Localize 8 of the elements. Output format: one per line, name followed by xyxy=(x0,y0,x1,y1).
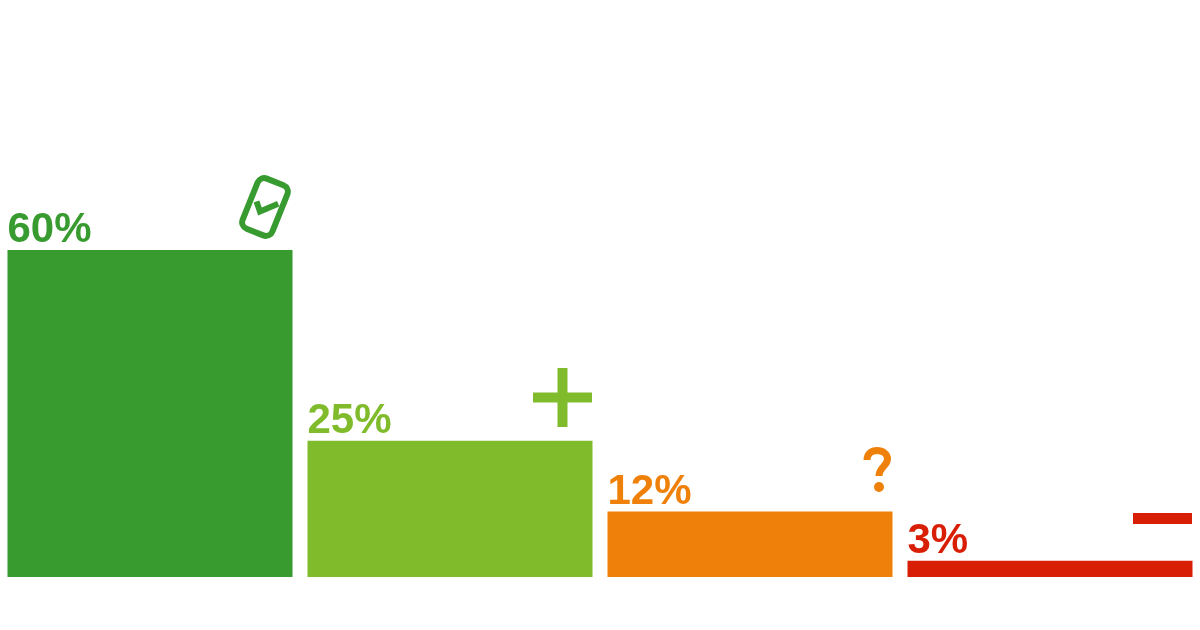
data-label: 3% xyxy=(907,514,969,562)
bar xyxy=(307,440,593,577)
bar xyxy=(907,560,1193,577)
data-label: 60% xyxy=(7,204,92,251)
data-label: 25% xyxy=(307,394,392,442)
data-label: 12% xyxy=(607,465,692,513)
bar xyxy=(7,250,293,577)
bar xyxy=(607,511,893,577)
